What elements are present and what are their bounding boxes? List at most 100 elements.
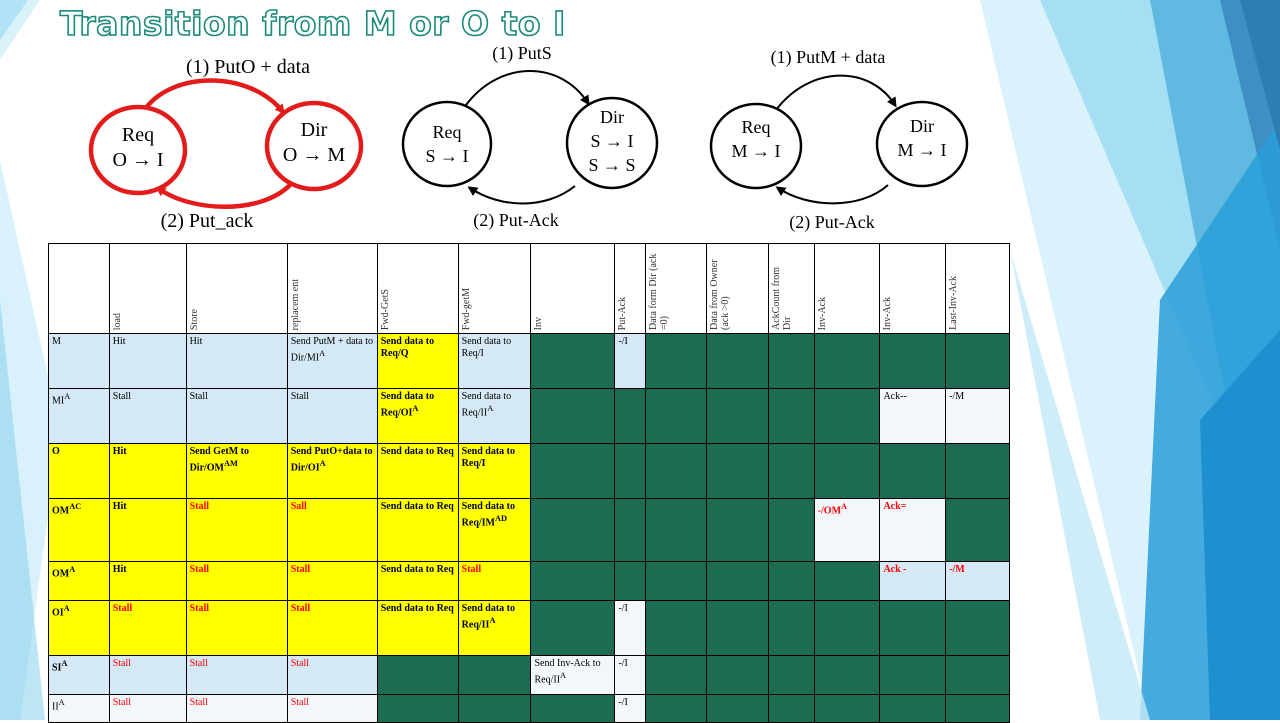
label-puto-data: (1) PutO + data [186, 56, 310, 78]
arrow-putm [775, 74, 897, 111]
header-load: load [108, 243, 187, 334]
header-store: Store [185, 243, 288, 334]
cell-fwd-gets: Send data to Req/OIA [376, 388, 459, 444]
cell-put-ack [614, 388, 646, 444]
cell-data-owner [706, 655, 770, 695]
table-row: SIA Stall Stall Stall Send Inv-Ack to Re… [48, 655, 1010, 695]
cell-inv [530, 498, 616, 562]
dir-node-s [565, 96, 659, 190]
cell-replacement: Send PutM + data to Dir/MIA [286, 333, 378, 389]
cell-inv-ack [813, 694, 881, 723]
cell-fwd-gets: Send data to Req [376, 498, 459, 562]
req-node-s [401, 100, 493, 188]
slide-title: Transition from M or O to I [59, 3, 566, 44]
cell-load: Stall [108, 655, 187, 695]
cell-inv [530, 561, 616, 601]
cell-state: OMAC [48, 498, 110, 562]
dir-node-m-name: Dir [910, 116, 934, 136]
cell-load: Hit [108, 443, 187, 499]
label-putm-data: (1) PutM + data [771, 47, 886, 68]
cell-fwd-gets: Send data to Req [376, 600, 459, 656]
diagram-putm: (1) PutM + data Req M → I Dir M → I (2) … [709, 47, 969, 233]
cell-ackcount [768, 694, 815, 723]
cell-store: Stall [185, 388, 288, 444]
cell-fwd-gets: Send data to Req [376, 561, 459, 601]
cell-load: Stall [108, 600, 187, 656]
cell-state: SIA [48, 655, 110, 695]
diagram-puts: (1) PutS Req S → I Dir S → I S → S (2) P… [401, 43, 659, 231]
header-inv-ack-2: Inv-Ack [879, 243, 947, 334]
cell-data-dir [644, 655, 708, 695]
cell-inv-ack-2: Ack - [879, 561, 947, 601]
cell-ackcount [768, 600, 815, 656]
cell-load: Stall [108, 694, 187, 723]
arrow-puto [141, 78, 285, 115]
dir-node-m [875, 100, 969, 188]
cell-last-inv-ack [945, 655, 1010, 695]
arrow-puts [465, 70, 590, 106]
label-put-ack: (2) Put_ack [161, 210, 254, 232]
cell-inv-ack-2 [879, 333, 947, 389]
header-inv-ack: Inv-Ack [813, 243, 881, 334]
cell-inv [530, 694, 616, 723]
header-fwd-getm: Fwd-getM [457, 243, 532, 334]
cell-inv: Send Inv-Ack to Req/IIA [530, 655, 616, 695]
table-row: O Hit Send GetM to Dir/OMAM Send PutO+da… [48, 443, 1010, 499]
cell-inv-ack: -/OMA [813, 498, 881, 562]
cell-store: Stall [185, 694, 288, 723]
cell-ackcount [768, 498, 815, 562]
cell-load: Stall [108, 388, 187, 444]
cell-inv-ack [813, 333, 881, 389]
cell-state: IIA [48, 694, 110, 723]
cell-put-ack: -/I [614, 694, 646, 723]
cell-data-owner [706, 561, 770, 601]
cell-inv [530, 388, 616, 444]
req-node-o [88, 104, 188, 196]
cell-put-ack: -/I [614, 655, 646, 695]
header-put-ack: Put-Ack [614, 243, 646, 334]
cell-put-ack [614, 561, 646, 601]
dir-node-s-state-2: S → S [588, 155, 635, 175]
cell-data-dir [644, 561, 708, 601]
dir-node-s-state-1: S → I [590, 131, 633, 151]
cell-fwd-getm: Send data to Req/I [457, 333, 532, 389]
table-row: OMA Hit Stall Stall Send data to Req Sta… [48, 561, 1010, 601]
header-replacement: replacem ent [286, 243, 378, 334]
cell-store: Stall [185, 498, 288, 562]
header-data-from-owner: Data from Owner (ack >0) [706, 243, 770, 334]
cell-last-inv-ack [945, 498, 1010, 562]
cell-last-inv-ack: -/M [945, 388, 1010, 444]
dir-node-o [264, 100, 364, 192]
cell-state: OMA [48, 561, 110, 601]
cell-replacement: Stall [286, 388, 378, 444]
table-row: IIA Stall Stall Stall -/I [48, 694, 1010, 723]
cell-data-owner [706, 333, 770, 389]
dir-node-state: O → M [283, 144, 345, 166]
cell-put-ack [614, 443, 646, 499]
label-puts: (1) PutS [492, 43, 552, 64]
req-node-s-name: Req [433, 122, 462, 142]
cell-put-ack: -/I [614, 333, 646, 389]
cell-inv-ack-2 [879, 655, 947, 695]
cell-replacement: Send PutO+data to Dir/OIA [286, 443, 378, 499]
protocol-state-table: load Store replacem ent Fwd-GetS Fwd-get… [48, 243, 1010, 723]
dir-node-s-name: Dir [600, 107, 624, 127]
header-data-from-dir: Data form Dir (ack =0) [644, 243, 708, 334]
cell-state: M [48, 333, 110, 389]
cell-data-dir [644, 388, 708, 444]
cell-data-owner [706, 600, 770, 656]
label-puts-ack: (2) Put-Ack [473, 210, 558, 231]
table-row: OMAC Hit Stall Sall Send data to Req Sen… [48, 498, 1010, 562]
header-inv: Inv [530, 243, 616, 334]
header-ackcount: AckCount from Dir [768, 243, 815, 334]
cell-ackcount [768, 388, 815, 444]
req-node-m-state: M → I [732, 141, 781, 161]
cell-replacement: Stall [286, 600, 378, 656]
cell-data-dir [644, 443, 708, 499]
cell-fwd-getm: Send data to Req/I [457, 443, 532, 499]
cell-last-inv-ack [945, 694, 1010, 723]
cell-data-dir [644, 694, 708, 723]
cell-fwd-gets [376, 655, 459, 695]
cell-ackcount [768, 655, 815, 695]
